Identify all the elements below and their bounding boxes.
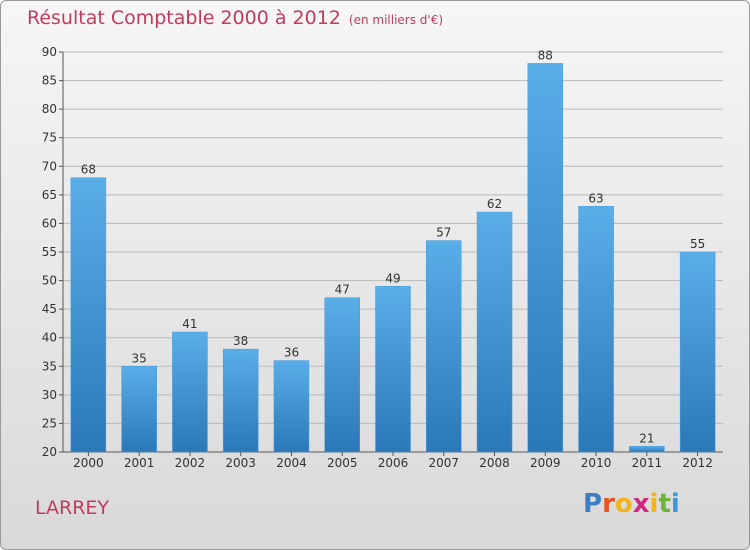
- bar-value-label: 57: [436, 226, 451, 240]
- bar-value-label: 55: [690, 237, 705, 251]
- bar-value-label: 49: [385, 271, 400, 285]
- x-tick-label: 2003: [225, 456, 256, 470]
- y-tick-label: 40: [42, 331, 57, 345]
- y-tick-label: 45: [42, 302, 57, 316]
- logo-letter: r: [602, 489, 615, 519]
- logo-letter: i: [649, 489, 659, 519]
- bar-value-label: 62: [487, 197, 502, 211]
- x-tick-label: 2002: [175, 456, 206, 470]
- bar-value-label: 38: [233, 334, 248, 348]
- x-tick-label: 2012: [682, 456, 713, 470]
- bar: [121, 366, 157, 453]
- logo-letter: P: [583, 489, 603, 519]
- x-tick-label: 2010: [581, 456, 612, 470]
- y-tick-label: 85: [42, 74, 57, 88]
- x-tick-label: 2011: [632, 456, 663, 470]
- y-tick-label: 60: [42, 216, 57, 230]
- y-tick-label: 50: [42, 274, 57, 288]
- bar: [578, 206, 614, 453]
- x-tick-label: 2008: [479, 456, 510, 470]
- y-tick-label: 80: [42, 102, 57, 116]
- bar: [476, 211, 513, 453]
- commune-name: LARREY: [35, 497, 110, 519]
- x-tick-label: 2001: [124, 456, 155, 470]
- bar: [172, 331, 208, 453]
- logo-letter: t: [658, 489, 671, 519]
- x-tick-label: 2009: [530, 456, 561, 470]
- y-tick-label: 90: [42, 45, 57, 59]
- chart-title: Résultat Comptable 2000 à 2012 (en millie…: [27, 7, 443, 29]
- bar-value-label: 47: [335, 283, 350, 297]
- y-tick-label: 25: [42, 416, 57, 430]
- x-tick-label: 2006: [378, 456, 409, 470]
- y-tick-label: 65: [42, 188, 57, 202]
- bar: [679, 251, 716, 453]
- bar: [426, 240, 462, 453]
- bar: [629, 446, 665, 453]
- subtitle-text: (en milliers d'€): [348, 13, 444, 27]
- title-text: Résultat Comptable 2000 à 2012: [27, 7, 341, 29]
- bar-value-label: 36: [284, 346, 299, 360]
- bar: [273, 360, 310, 453]
- x-tick-label: 2007: [428, 456, 459, 470]
- bar: [222, 348, 259, 453]
- logo-letter: o: [614, 489, 633, 519]
- bar-value-label: 88: [538, 48, 553, 62]
- logo-letter: i: [670, 489, 680, 519]
- bar-value-label: 35: [132, 351, 147, 365]
- bar: [375, 286, 411, 453]
- bar-value-label: 63: [588, 191, 603, 205]
- bar-value-label: 41: [182, 317, 197, 331]
- bar-value-label: 21: [639, 431, 654, 445]
- y-tick-label: 55: [42, 245, 57, 259]
- logo-letter: x: [632, 489, 650, 519]
- bar: [324, 297, 360, 453]
- y-tick-label: 70: [42, 159, 57, 173]
- bar: [527, 63, 564, 453]
- x-tick-label: 2000: [73, 456, 104, 470]
- y-tick-label: 75: [42, 131, 57, 145]
- proxiti-logo: Proxiti: [583, 489, 680, 519]
- y-tick-label: 35: [42, 359, 57, 373]
- x-tick-label: 2004: [276, 456, 307, 470]
- bar-value-label: 68: [81, 163, 96, 177]
- y-tick-label: 20: [42, 445, 57, 459]
- x-tick-label: 2005: [327, 456, 358, 470]
- y-tick-label: 30: [42, 388, 57, 402]
- bar: [70, 177, 107, 453]
